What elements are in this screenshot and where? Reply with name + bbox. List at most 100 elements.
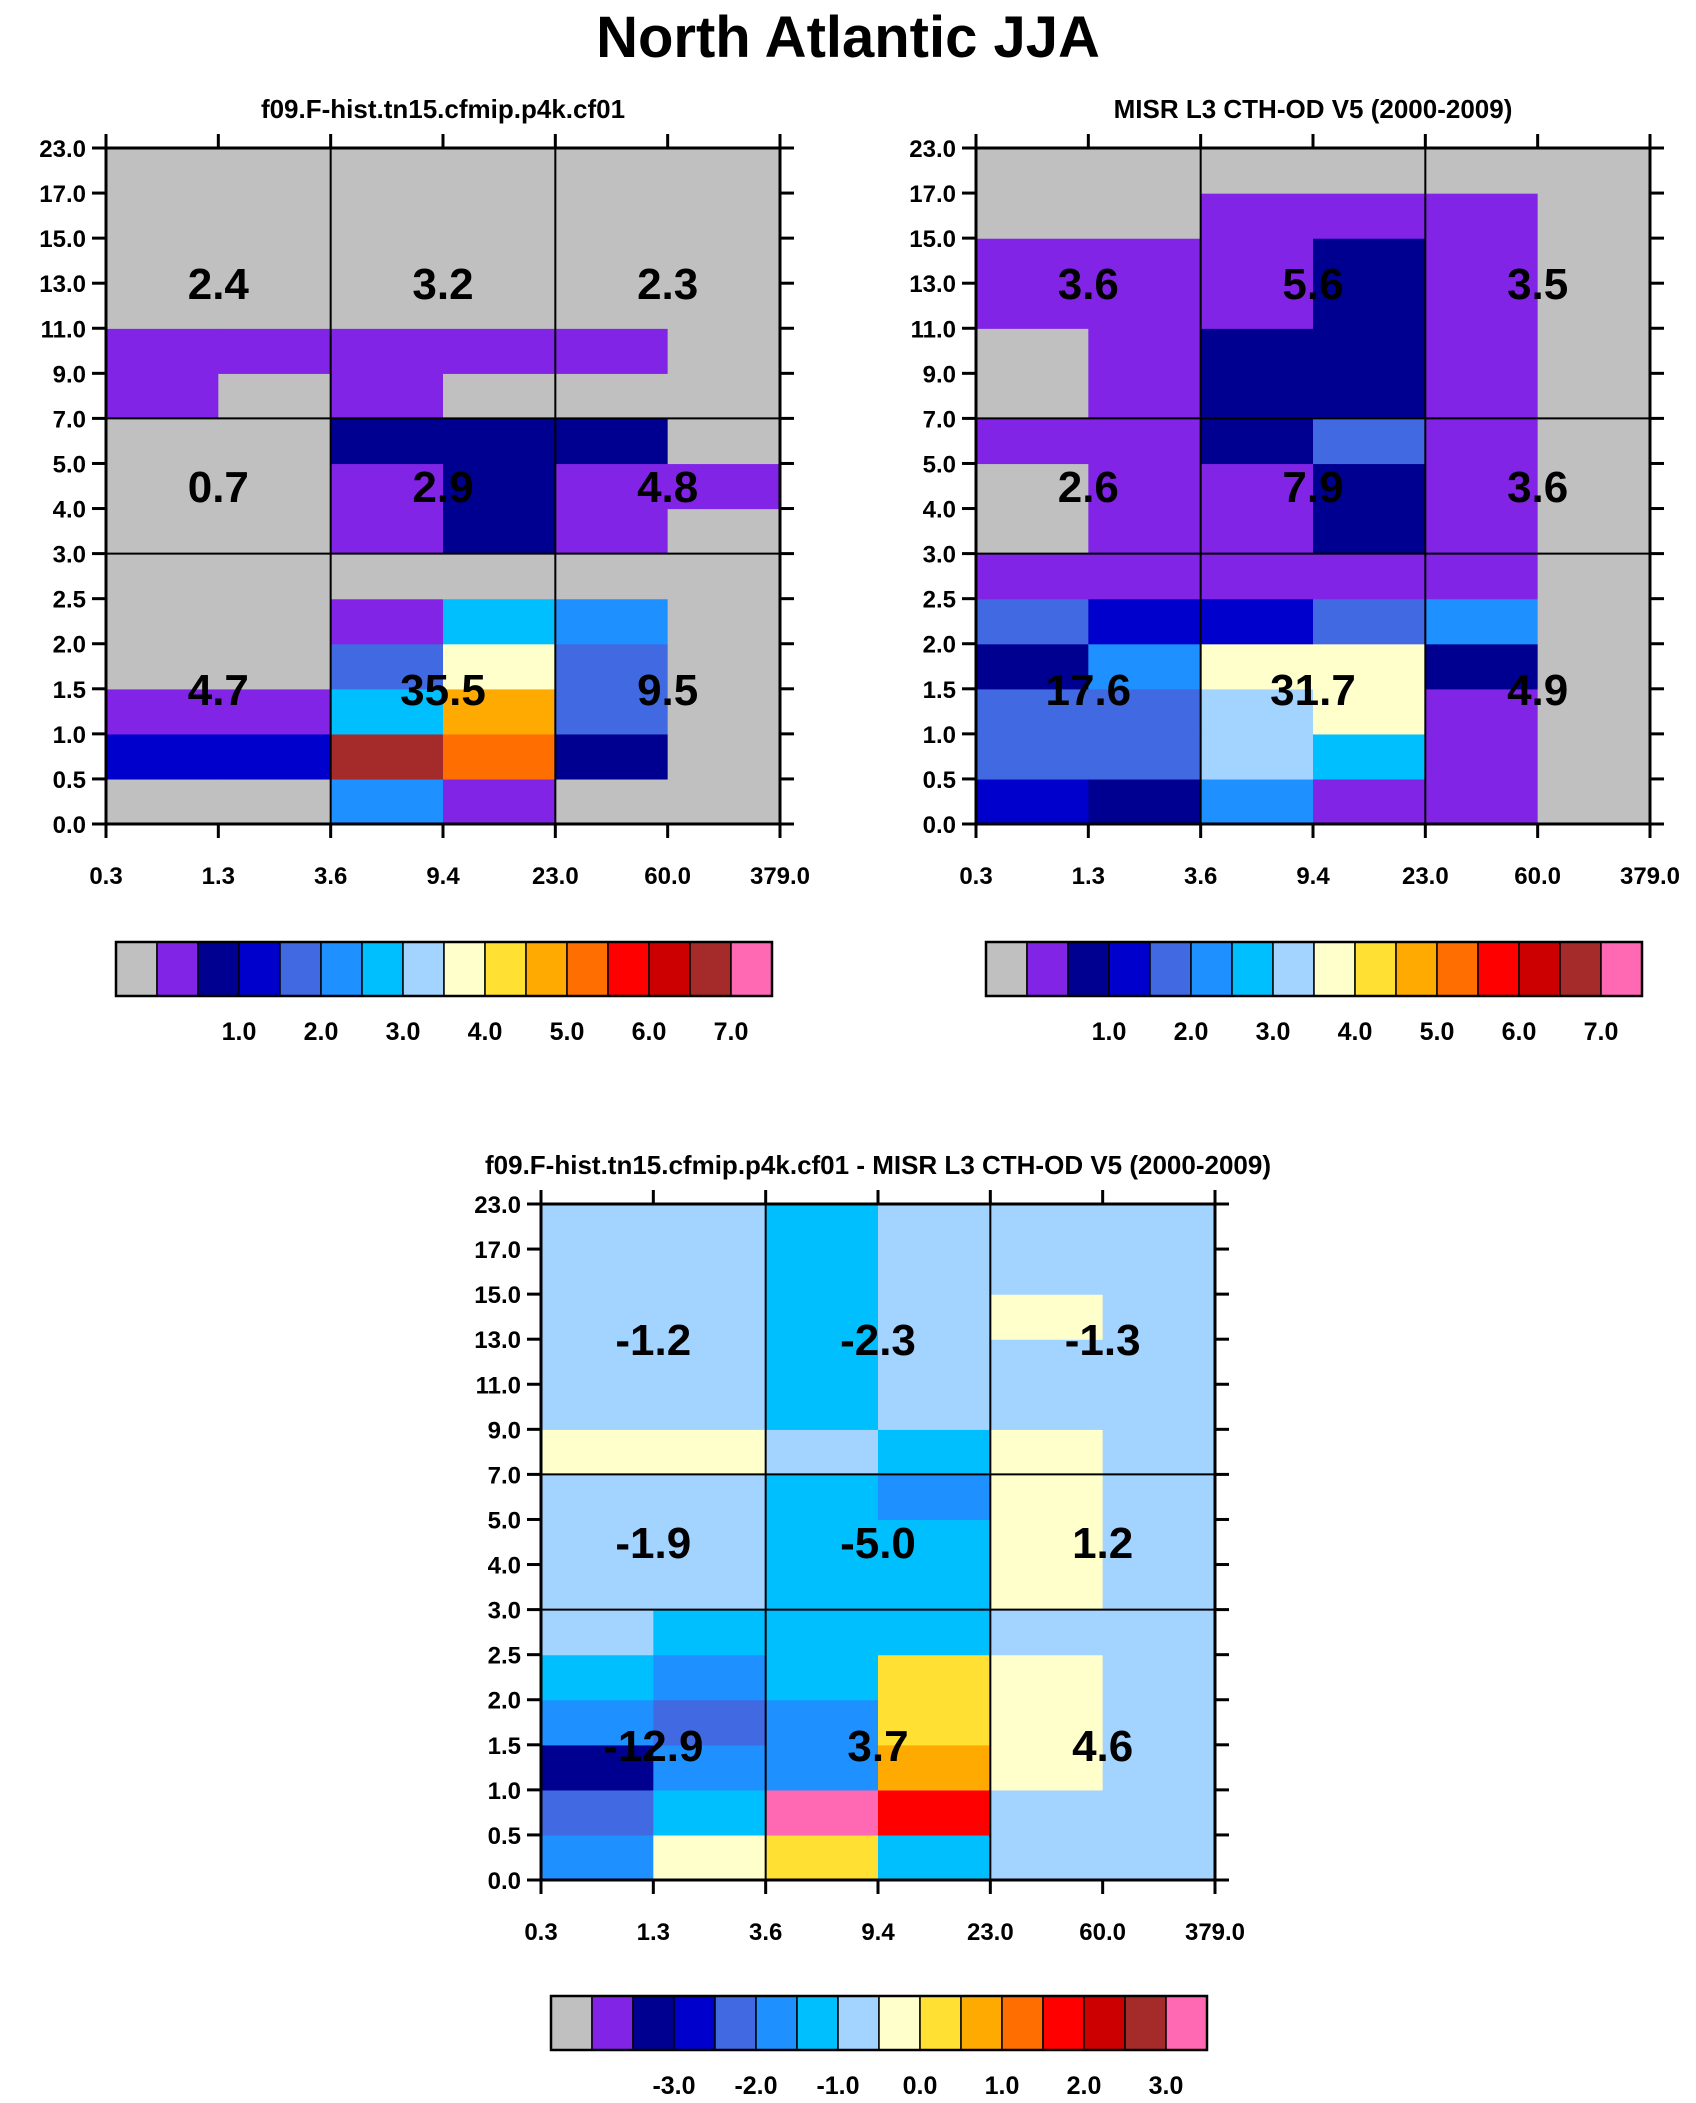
- legend-swatch: [1436, 941, 1479, 997]
- box-value-label: -1.2: [615, 1316, 691, 1365]
- heatmap-cell: [653, 1834, 767, 1881]
- box-value-label: 5.6: [1282, 260, 1343, 309]
- box-value-label: -1.9: [615, 1519, 691, 1568]
- y-tick-label: 9.0: [923, 361, 956, 388]
- heatmap-cell: [878, 1204, 991, 1250]
- heatmap-cell: [1313, 553, 1426, 600]
- heatmap-cell: [653, 1789, 767, 1836]
- legend-frame: [114, 940, 774, 998]
- legend-swatch: [960, 1995, 1003, 2051]
- heatmap-cell: [1102, 1204, 1216, 1250]
- heatmap-cell: [765, 1744, 879, 1791]
- heatmap-cell: [443, 598, 556, 645]
- heatmap-cell: [878, 1474, 991, 1521]
- legend-swatch: [919, 1995, 962, 2051]
- heatmap-cell: [1425, 553, 1539, 600]
- heatmap-cell: [443, 373, 556, 419]
- box-value-label: 7.9: [1282, 463, 1343, 512]
- y-tick-label: 0.0: [488, 1868, 521, 1895]
- legend-label: -1.0: [816, 2072, 859, 2100]
- y-tick-label: 15.0: [39, 226, 86, 253]
- heatmap-cell: [555, 328, 669, 374]
- heatmap-cell: [1313, 508, 1426, 555]
- legend-label: 3.0: [1256, 1018, 1291, 1046]
- y-tick-label: 1.5: [53, 677, 86, 704]
- heatmap-cell: [1088, 778, 1202, 825]
- heatmap-cell: [555, 148, 669, 194]
- heatmap-cell: [653, 1249, 767, 1295]
- heatmap-cell: [330, 238, 444, 284]
- heatmap-cell: [1200, 553, 1314, 600]
- heatmap-cell: [443, 283, 556, 329]
- legend-swatch: [985, 941, 1028, 997]
- heatmap-cell: [1200, 778, 1314, 825]
- heatmap-cell: [976, 148, 1089, 194]
- heatmap-cell: [1102, 1519, 1216, 1566]
- legend-swatch: [1395, 941, 1438, 997]
- heatmap-cell: [765, 1564, 879, 1611]
- heatmap-cell: [1425, 283, 1539, 329]
- heatmap-cell: [555, 283, 669, 329]
- heatmap-cell: [1088, 193, 1202, 239]
- heatmap-cell: [653, 1339, 767, 1385]
- legend-label: 1.0: [985, 2072, 1020, 2100]
- x-tick-label: 60.0: [1514, 863, 1561, 890]
- heatmap-cell: [1102, 1744, 1216, 1791]
- box-value-label: 3.6: [1507, 463, 1568, 512]
- heatmap-cell: [667, 328, 781, 374]
- legend-swatch: [755, 1995, 798, 2051]
- y-tick-label: 11.0: [911, 316, 956, 343]
- heatmap-cell: [990, 1474, 1104, 1521]
- heatmap-cell: [218, 643, 332, 690]
- heatmap-cell: [1537, 778, 1651, 825]
- heatmap-cell: [1102, 1429, 1216, 1475]
- heatmap-cell: [218, 733, 332, 780]
- x-tick-label: 379.0: [1185, 1919, 1245, 1946]
- legend-swatch: [238, 941, 281, 997]
- heatmap-cell: [1102, 1294, 1216, 1340]
- heatmap-cell: [1088, 553, 1202, 600]
- heatmap-cell: [976, 283, 1089, 329]
- heatmap-cell: [1200, 463, 1314, 510]
- heatmap-cell: [443, 643, 556, 690]
- legend-swatch: [1313, 941, 1356, 997]
- heatmap-cell: [1102, 1339, 1216, 1385]
- heatmap-cell: [1537, 418, 1651, 465]
- heatmap-cell: [653, 1654, 767, 1701]
- heatmap-cell: [1088, 238, 1202, 284]
- y-tick-label: 5.0: [488, 1507, 521, 1534]
- heatmap-cell: [541, 1654, 654, 1701]
- heatmap-cell: [976, 733, 1089, 780]
- heatmap-cell: [330, 688, 444, 735]
- heatmap-cell: [653, 1699, 767, 1746]
- legend-swatch: [402, 941, 445, 997]
- legend-swatch: [1518, 941, 1561, 997]
- box-value-label: 4.9: [1507, 666, 1568, 715]
- x-tick-label: 3.6: [314, 863, 347, 890]
- heatmap-cell: [667, 598, 781, 645]
- heatmap-cell: [1537, 193, 1651, 239]
- legend-label: 5.0: [1420, 1018, 1455, 1046]
- y-tick-label: 0.5: [488, 1823, 521, 1850]
- heatmap-cell: [330, 148, 444, 194]
- heatmap-cell: [1102, 1474, 1216, 1521]
- heatmap-cell: [1313, 463, 1426, 510]
- heatmap-cell: [218, 238, 332, 284]
- heatmap-cell: [1102, 1564, 1216, 1611]
- heatmap-cell: [541, 1744, 654, 1791]
- heatmap-cell: [667, 148, 781, 194]
- heatmap-cell: [667, 373, 781, 419]
- y-tick-label: 4.0: [53, 497, 86, 524]
- heatmap-cell: [218, 553, 332, 600]
- heatmap-cell: [106, 643, 219, 690]
- legend-label: 1.0: [222, 1018, 257, 1046]
- heatmap-cell: [1102, 1654, 1216, 1701]
- legend-label: 3.0: [1149, 2072, 1184, 2100]
- heatmap-cell: [1425, 418, 1539, 465]
- legend-swatch: [1559, 941, 1602, 997]
- heatmap-cell: [990, 1294, 1104, 1340]
- heatmap-cell: [878, 1429, 991, 1475]
- panel-title: f09.F-hist.tn15.cfmip.p4k.cf01: [261, 94, 625, 124]
- x-tick-label: 1.3: [637, 1919, 670, 1946]
- heatmap-cell: [541, 1429, 654, 1475]
